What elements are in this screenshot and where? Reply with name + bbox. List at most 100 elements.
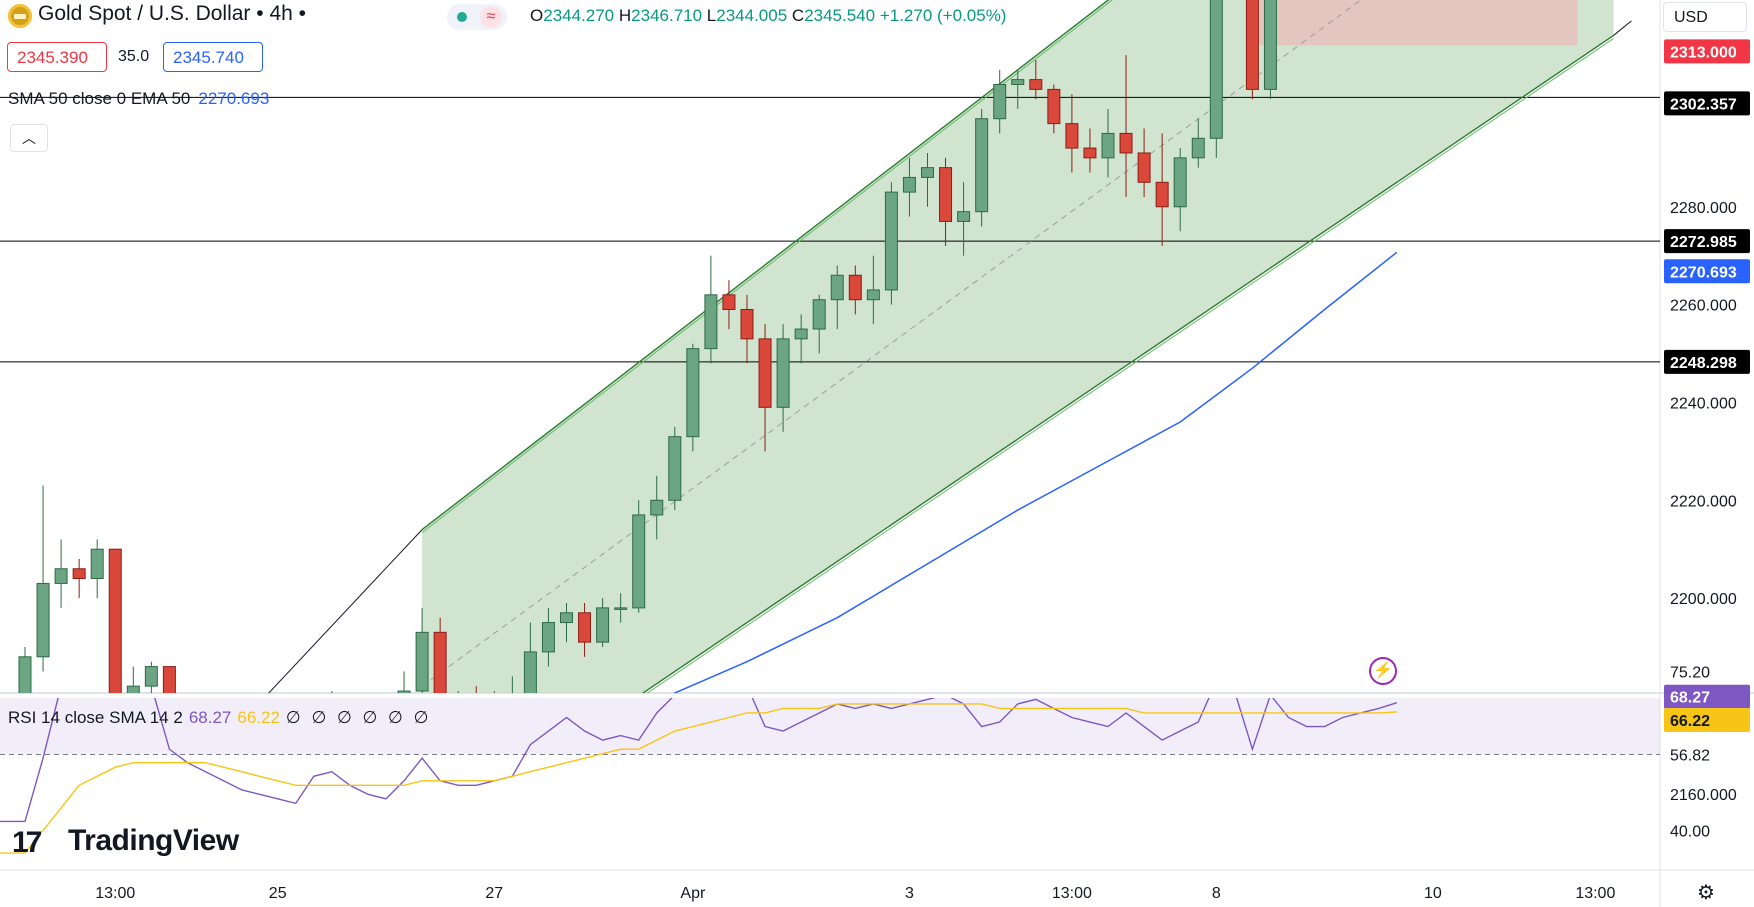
candle-body [866,289,880,301]
price-axis-tick: 2160.000 [1670,787,1737,804]
flash-icon[interactable]: ⚡ [1369,657,1397,685]
rsi-axis-tick: 40.00 [1670,824,1710,841]
candle-body [650,499,664,516]
candle-body [993,83,1007,120]
time-axis-label: 10 [1424,885,1442,902]
rsi-line [0,698,1398,823]
currency-selector[interactable]: USD [1663,2,1747,32]
trend-line [268,529,423,693]
price-label-text: 2248.298 [1670,355,1737,372]
candle-body [1101,132,1115,159]
ohlc-low: 2344.005 [716,6,788,25]
time-axis-label: 13:00 [1575,885,1615,902]
candle-body [397,690,411,693]
tradingview-wordmark: TradingView [68,824,239,857]
spread-value: 35.0 [118,48,150,65]
price-label-box [1664,259,1750,284]
candle-body [90,548,104,580]
market-status-pill[interactable]: ≈ [447,4,507,30]
candle-body [1011,79,1025,85]
price-label-box [1664,229,1750,254]
candle-body [523,651,537,693]
candle-body [415,631,429,692]
price-label-text: 2272.985 [1670,234,1737,251]
ohlc-open: 2344.270 [543,6,615,25]
rsi-plot-layer [0,698,1660,854]
price-label-text: 2270.693 [1670,264,1737,281]
ohlc-close: 2345.540 [804,6,876,25]
candle-body [1083,147,1097,159]
ohlc-readout: O2344.270 H2346.710 L2344.005 C2345.540 … [530,6,1007,25]
chevron-up-icon: ︿ [22,130,36,146]
settings-gear-icon[interactable]: ⚙ [1697,882,1715,904]
candle-body [18,656,32,693]
candle-body [776,338,790,408]
candle-body [1191,137,1205,159]
candle-body [541,622,555,653]
ohlc-high: 2346.710 [631,6,703,25]
candle-body [704,294,718,350]
candle-body [975,118,989,213]
candle-body [1173,157,1187,208]
main-plot-layer [0,0,1660,780]
candle-body [162,666,176,693]
ma-legend-label: SMA 50 close 0 EMA 50 [8,89,191,108]
candle-body [722,294,736,310]
tradingview-mark-icon: 17 [12,826,42,859]
buy-price-button[interactable]: 2345.740 [163,42,263,72]
candle-body [36,582,50,658]
position-stop-zone [1246,0,1578,46]
collapse-legend-button[interactable]: ︿ [10,124,48,152]
price-axis-tick: 2220.000 [1670,493,1737,510]
rsi-legend-label: RSI 14 close SMA 14 2 [8,708,183,727]
candle-body [740,308,754,340]
candle-body [830,274,844,301]
candle-body [758,338,772,408]
channel-midline [421,0,1362,687]
channel-lower-ray [1613,20,1632,36]
ohlc-change: +1.270 (+0.05%) [879,6,1007,25]
channel-lower-line [641,34,1614,693]
candle-body [254,755,266,760]
candle-body [578,612,592,643]
price-label-text: 2302.357 [1670,96,1737,113]
candle-body [126,685,140,693]
rsi-label-box [1664,684,1750,709]
rsi-sma-line [0,703,1397,854]
rsi-label-text: 68.27 [1670,690,1710,707]
candle-body [686,348,700,438]
gold-coin-icon [8,4,32,28]
candle-body [1047,88,1061,125]
rsi-sma-legend-value: 66.22 [237,708,280,727]
candle-body [632,514,646,609]
rsi-legend-value: 68.27 [188,708,232,727]
candle-body [848,274,862,301]
ma-indicator-legend[interactable]: SMA 50 close 0 EMA 50 2270.693 [8,89,269,109]
rsi-label-box [1664,707,1750,732]
candle-body [433,631,447,693]
channel-fill [422,0,1614,693]
ma-legend-value: 2270.693 [198,89,270,108]
candle-body [1245,0,1259,90]
time-axis-label: 13:00 [95,885,135,902]
candle-body [939,167,953,222]
candle-body [54,568,68,584]
candle-body [668,436,682,501]
candle-body [1029,79,1043,90]
candle-body [614,607,628,610]
symbol-title[interactable]: Gold Spot / U.S. Dollar • 4h • [38,2,306,25]
candle-body [236,760,248,780]
time-axis-label: 8 [1212,885,1221,902]
price-label-box [1664,349,1750,374]
rsi-label-text: 66.22 [1670,713,1710,730]
time-axis-label: 13:00 [1052,885,1092,902]
rsi-indicator-legend[interactable]: RSI 14 close SMA 14 2 68.27 66.22 ∅ ∅ ∅ ∅ ∅… [8,708,431,728]
candle-body [1263,0,1277,90]
candle-body [1155,181,1169,208]
channel-lower-line-inner [646,38,1614,693]
price-label-text: 2313.000 [1670,44,1737,61]
candle-body [884,191,898,291]
price-axis-tick: 2260.000 [1670,298,1737,315]
sell-price-button[interactable]: 2345.390 [7,42,107,72]
